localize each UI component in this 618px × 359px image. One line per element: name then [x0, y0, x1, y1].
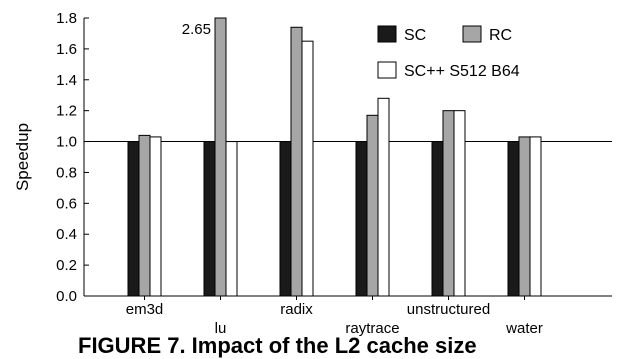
legend-label: SC — [404, 27, 426, 44]
bar — [453, 110, 466, 297]
bar — [290, 26, 303, 297]
x-category-label: raytrace — [345, 320, 399, 337]
bar — [279, 141, 292, 297]
y-tick-label: 0.6 — [56, 195, 77, 212]
bar — [366, 114, 379, 297]
speedup-chart: 0.0 0.2 0.4 0.6 0.8 1.0 1.2 1.4 1.6 1.8 Speedup e… — [13, 10, 612, 337]
bar — [214, 17, 227, 297]
x-category-label: water — [505, 320, 543, 337]
legend-swatch — [462, 25, 482, 43]
y-tick-label: 0.8 — [56, 164, 77, 181]
bar — [149, 136, 162, 297]
y-tick-label: 1.0 — [56, 134, 77, 151]
bar — [225, 141, 238, 297]
bar — [355, 141, 368, 297]
bar — [127, 141, 140, 297]
x-category-label: unstructured — [407, 301, 490, 318]
bar — [529, 136, 542, 297]
x-axis: em3d lu radix raytrace unstructured water — [126, 296, 543, 337]
legend-label: RC — [489, 27, 512, 44]
legend-swatch — [377, 61, 397, 79]
x-category-label: radix — [280, 301, 313, 318]
y-tick-label: 1.8 — [56, 10, 77, 27]
legend-swatch — [377, 25, 397, 43]
bar — [431, 141, 444, 297]
bars — [127, 17, 542, 297]
bar — [138, 134, 151, 297]
bar — [377, 97, 390, 297]
bar — [301, 40, 314, 297]
bar — [518, 136, 531, 297]
bar — [203, 141, 216, 297]
y-axis: 0.0 0.2 0.4 0.6 0.8 1.0 1.2 1.4 1.6 1.8 — [56, 10, 89, 305]
bar-value-annotation: 2.65 — [182, 21, 211, 38]
y-axis-label: Speedup — [13, 123, 32, 191]
legend-label: SC++ S512 B64 — [404, 63, 520, 80]
bar — [442, 110, 455, 297]
legend: SC RC SC++ S512 B64 — [377, 25, 520, 80]
x-category-label: lu — [215, 320, 227, 337]
y-tick-label: 1.6 — [56, 41, 77, 58]
y-tick-label: 0.0 — [56, 288, 77, 305]
y-tick-label: 0.4 — [56, 226, 77, 243]
bar — [507, 141, 520, 297]
x-category-label: em3d — [126, 301, 164, 318]
y-tick-label: 1.4 — [56, 72, 77, 89]
annotations: 2.65 — [182, 21, 211, 38]
y-tick-label: 1.2 — [56, 103, 77, 120]
figure-caption: FIGURE 7. Impact of the L2 cache size — [78, 333, 477, 358]
y-tick-label: 0.2 — [56, 257, 77, 274]
